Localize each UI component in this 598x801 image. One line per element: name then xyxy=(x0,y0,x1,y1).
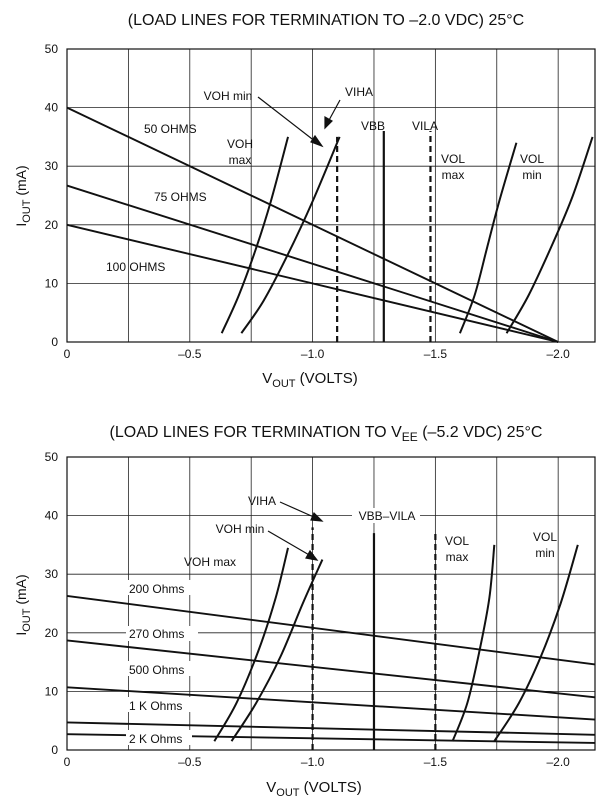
chart1-load-line-0 xyxy=(66,106,559,343)
chart1-xtick-0: 0 xyxy=(64,347,71,361)
chart2-plot-frame xyxy=(66,456,596,751)
chart1-curve-2 xyxy=(458,142,518,334)
chart2-ytick-5: 50 xyxy=(45,450,59,464)
chart1-label-75-ohms: 75 OHMS xyxy=(154,190,207,204)
chart2-label-vol-max: VOL max xyxy=(445,534,469,564)
chart1-label-voh-min: VOH min xyxy=(204,89,253,103)
chart1-label-vol-max: VOL max xyxy=(441,152,465,182)
chart2-label-200-ohms: 200 Ohms xyxy=(129,582,184,596)
chart2-curve-0 xyxy=(213,547,289,742)
chart2-label-voh-min: VOH min xyxy=(216,522,265,536)
chart1-ytick-0: 0 xyxy=(51,335,58,349)
chart1-load-line-1 xyxy=(66,184,559,343)
chart2-ytick-2: 20 xyxy=(45,626,59,640)
chart2-leader-arrows xyxy=(267,501,324,561)
chart1-label-vbb: VBB xyxy=(361,119,385,133)
chart1-grid xyxy=(67,49,595,342)
chart2-tick-labels: 0 –0.5 –1.0 –1.5 –2.0 0 10 20 30 40 50 xyxy=(45,450,571,769)
chart1-curve-1 xyxy=(240,136,341,334)
chart1-tick-labels: 0 –0.5 –1.0 –1.5 –2.0 0 10 20 30 40 50 xyxy=(45,42,571,361)
chart2-label-viha: VIHA xyxy=(248,494,276,508)
chart1-curve-0 xyxy=(220,136,289,334)
chart1-xlabel: VOUT (VOLTS) xyxy=(262,370,357,390)
chart2-curve-1 xyxy=(230,559,324,742)
chart2-curve-2 xyxy=(451,544,496,742)
chart2-load-line-0 xyxy=(66,594,596,666)
chart1-label-voh-max: VOH max xyxy=(227,137,253,167)
chart1-title: (LOAD LINES FOR TERMINATION TO –2.0 VDC)… xyxy=(128,12,524,29)
chart2-ytick-4: 40 xyxy=(45,509,59,523)
chart2-title: (LOAD LINES FOR TERMINATION TO VEE (–5.2… xyxy=(110,424,543,444)
chart1-curve-3 xyxy=(505,136,594,334)
chart2-label-voh-max: VOH max xyxy=(184,555,236,569)
chart1-xtick-1: –0.5 xyxy=(178,347,202,361)
chart2-xtick-3: –1.5 xyxy=(424,755,448,769)
chart2-label-500-ohms: 500 Ohms xyxy=(129,663,184,677)
chart2-ytick-0: 0 xyxy=(51,743,58,757)
chart2-ylabel: IOUT (mA) xyxy=(13,574,33,635)
chart1-xtick-2: –1.0 xyxy=(301,347,325,361)
chart1-ytick-5: 50 xyxy=(45,42,59,56)
chart2-xtick-2: –1.0 xyxy=(301,755,325,769)
chart1-ytick-4: 40 xyxy=(45,101,59,115)
chart1-label-vila: VILA xyxy=(412,119,438,133)
chart2-label-vbb-vila: VBB–VILA xyxy=(359,509,416,523)
chart2-xtick-4: –2.0 xyxy=(546,755,570,769)
chart1-ytick-1: 10 xyxy=(45,276,59,290)
chart2-xtick-1: –0.5 xyxy=(178,755,202,769)
chart1-ytick-3: 30 xyxy=(45,159,59,173)
chart1-leader-arrows xyxy=(257,96,341,148)
chart2-series xyxy=(66,527,596,750)
chart-load-lines-2vdc: (LOAD LINES FOR TERMINATION TO –2.0 VDC)… xyxy=(13,12,596,390)
chart2-label-1k-ohms: 1 K Ohms xyxy=(129,699,182,713)
chart2-load-line-1 xyxy=(66,639,596,699)
chart1-ytick-2: 20 xyxy=(45,218,59,232)
chart1-label-vol-min: VOL min xyxy=(520,152,544,182)
chart2-load-line-labels: 200 Ohms 270 Ohms 500 Ohms 1 K Ohms 2 K … xyxy=(126,580,198,746)
chart2-label-vol-min: VOL min xyxy=(533,530,557,560)
chart2-load-line-3 xyxy=(66,721,596,736)
chart2-ytick-3: 30 xyxy=(45,567,59,581)
chart2-xtick-0: 0 xyxy=(64,755,71,769)
chart2-curve-3 xyxy=(493,544,579,742)
chart1-ylabel: IOUT (mA) xyxy=(13,165,33,226)
chart2-xlabel: VOUT (VOLTS) xyxy=(266,779,361,799)
chart-load-lines-vee: (LOAD LINES FOR TERMINATION TO VEE (–5.2… xyxy=(13,424,596,799)
chart1-label-viha: VIHA xyxy=(345,85,373,99)
chart1-xtick-3: –1.5 xyxy=(424,347,448,361)
chart2-label-270-ohms: 270 Ohms xyxy=(129,627,184,641)
chart1-xtick-4: –2.0 xyxy=(546,347,570,361)
chart1-plot-frame xyxy=(66,48,596,343)
chart2-label-2k-ohms: 2 K Ohms xyxy=(129,732,182,746)
chart1-series xyxy=(66,106,594,343)
chart1-label-50-ohms: 50 OHMS xyxy=(144,122,197,136)
chart2-load-line-2 xyxy=(66,686,596,721)
chart1-label-100-ohms: 100 OHMS xyxy=(106,260,165,274)
chart1-load-line-2 xyxy=(66,223,559,343)
chart2-ytick-1: 10 xyxy=(45,684,59,698)
